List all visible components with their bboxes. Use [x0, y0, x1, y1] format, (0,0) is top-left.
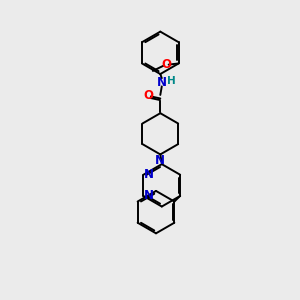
- Text: N: N: [144, 189, 154, 203]
- Text: O: O: [143, 89, 153, 102]
- Text: H: H: [167, 76, 176, 86]
- Text: N: N: [144, 168, 154, 181]
- Text: N: N: [157, 76, 167, 89]
- Text: N: N: [155, 154, 165, 167]
- Text: O: O: [161, 58, 171, 71]
